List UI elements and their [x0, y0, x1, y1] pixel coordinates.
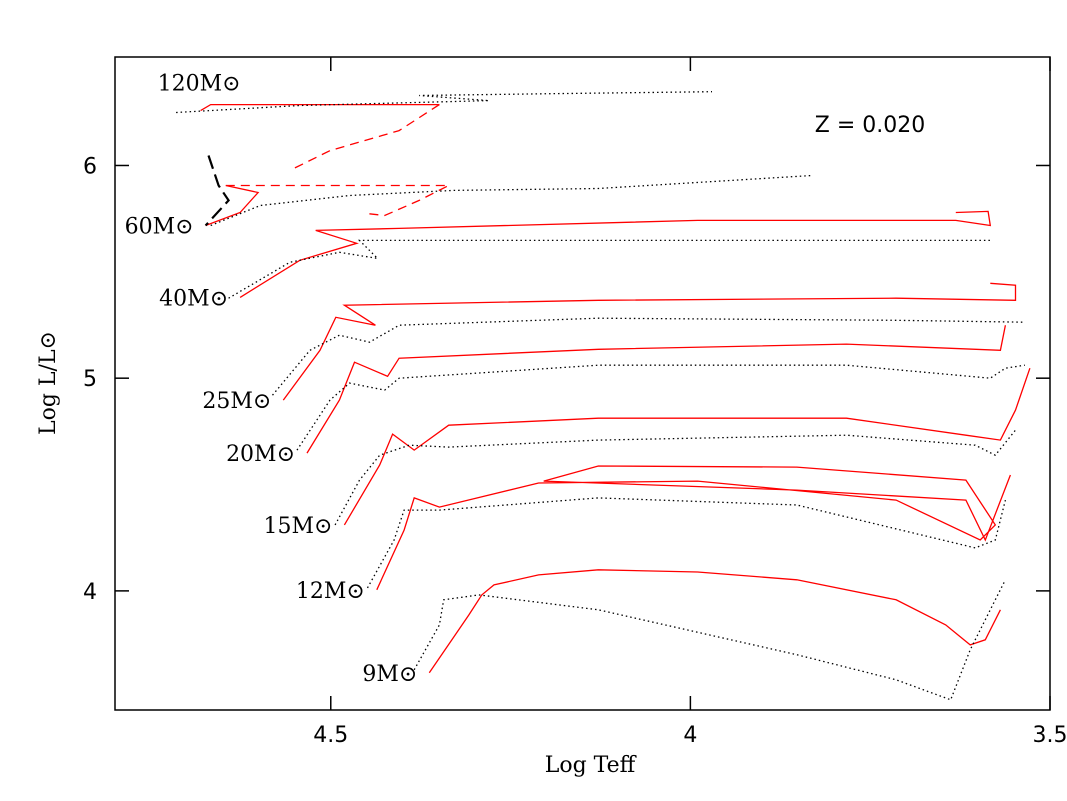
track-line	[335, 430, 1015, 525]
track-line	[307, 325, 1005, 453]
plot-frame	[115, 57, 1050, 710]
track-label: 60M⊙	[125, 214, 194, 239]
track-label: 12M⊙	[296, 579, 365, 604]
track-label: 9M⊙	[362, 662, 417, 687]
track-line	[240, 211, 990, 297]
track-label: 40M⊙	[159, 286, 228, 311]
track-line	[414, 580, 1005, 700]
track-line	[429, 570, 1000, 673]
x-tick-label: 4	[683, 723, 697, 748]
track-line	[290, 105, 440, 171]
track-line	[283, 283, 1015, 400]
track-label: 15M⊙	[263, 514, 332, 539]
x-tick-label: 3.5	[1033, 723, 1067, 748]
track-line	[377, 466, 1011, 590]
track-line	[229, 240, 991, 298]
y-tick-label: 5	[83, 367, 97, 392]
y-tick-label: 6	[83, 154, 97, 179]
track-line	[273, 318, 1025, 395]
y-tick-label: 4	[83, 580, 97, 605]
track-line	[176, 92, 712, 113]
x-axis-label: Log Teff	[545, 753, 637, 778]
track-line	[206, 156, 229, 226]
track-label: 25M⊙	[202, 389, 271, 414]
track-line	[226, 186, 449, 216]
x-tick-label: 4.5	[313, 723, 348, 748]
track-line	[368, 498, 1006, 588]
track-label: 20M⊙	[226, 442, 295, 467]
y-axis-label: Log L/L⊙	[36, 331, 61, 435]
track-line	[206, 186, 259, 226]
track-line	[297, 365, 1025, 450]
track-label: 120M⊙	[158, 72, 241, 97]
track-line	[211, 176, 812, 226]
annotation: Z = 0.020	[815, 113, 925, 138]
